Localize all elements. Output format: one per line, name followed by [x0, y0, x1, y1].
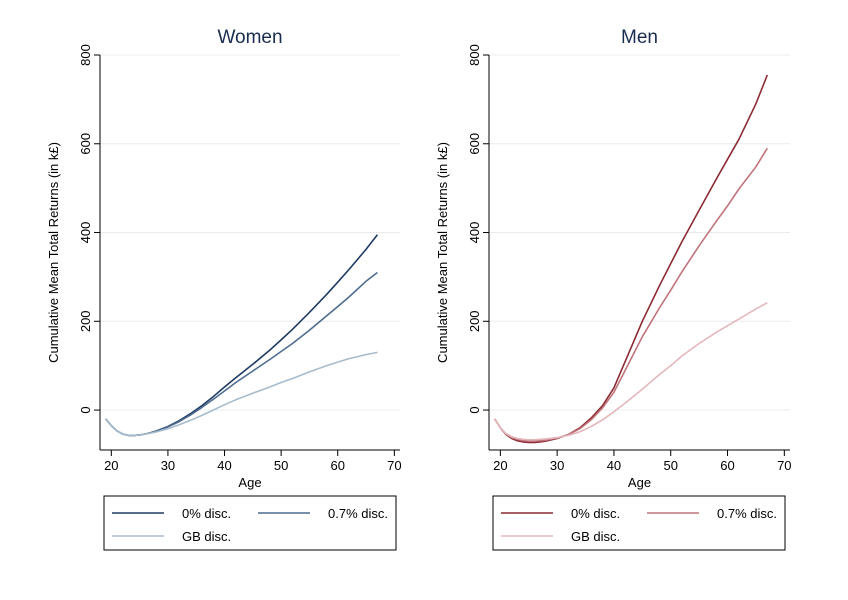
x-tick-label: 50	[274, 458, 288, 473]
panel-women: Women 0 200 400 600 800 20 30 40 50 60 70 Age Cumulat…	[46, 27, 402, 551]
x-tick-label: 20	[493, 458, 507, 473]
legend-label: 0% disc.	[571, 506, 620, 521]
series-line-0pct	[494, 74, 769, 444]
x-tick-label: 40	[607, 458, 621, 473]
panel-men: Men 0 200 400 600 800 20 30 40 50 60 70 Age Cumulativ…	[435, 27, 792, 551]
y-tick-label: 0	[467, 406, 482, 413]
chart-title: Women	[217, 27, 282, 48]
chart-title: Men	[621, 27, 658, 48]
x-tick-label: 60	[720, 458, 734, 473]
legend-label: 0.7% disc.	[328, 506, 388, 521]
y-tick-label: 200	[467, 310, 482, 332]
series-line-0-7pct	[494, 147, 768, 442]
series-line-0-7pct	[105, 271, 378, 437]
y-axis-label: Cumulative Mean Total Returns (in k£)	[46, 142, 61, 363]
x-axis-label: Age	[628, 475, 651, 490]
y-tick-label: 400	[78, 222, 93, 244]
y-tick-label: 600	[78, 133, 93, 155]
legend-box	[103, 495, 397, 551]
x-axis-label: Age	[238, 475, 261, 490]
y-tick-label: 800	[78, 44, 93, 66]
x-tick-label: 20	[104, 458, 118, 473]
legend-label: GB disc.	[182, 529, 231, 544]
legend-label: 0% disc.	[182, 506, 231, 521]
x-tick-label: 30	[161, 458, 175, 473]
legend: 0% disc. 0.7% disc. GB disc.	[492, 495, 786, 551]
series-line-0pct	[105, 234, 379, 437]
y-tick-label: 0	[78, 406, 93, 413]
legend-box	[492, 495, 786, 551]
y-tick-label: 400	[467, 222, 482, 244]
y-tick-label: 200	[78, 310, 93, 332]
legend: 0% disc. 0.7% disc. GB disc.	[103, 495, 397, 551]
y-tick-label: 600	[467, 133, 482, 155]
legend-label: 0.7% disc.	[717, 506, 777, 521]
x-tick-label: 70	[387, 458, 401, 473]
series-line-gb	[494, 301, 768, 441]
y-axis-label: Cumulative Mean Total Returns (in k£)	[435, 142, 450, 363]
legend-label: GB disc.	[571, 529, 620, 544]
x-tick-label: 70	[777, 458, 791, 473]
x-tick-label: 40	[217, 458, 231, 473]
x-tick-label: 50	[664, 458, 678, 473]
x-tick-label: 60	[331, 458, 345, 473]
x-tick-label: 30	[550, 458, 564, 473]
series-line-gb	[105, 351, 378, 437]
y-tick-label: 800	[467, 44, 482, 66]
